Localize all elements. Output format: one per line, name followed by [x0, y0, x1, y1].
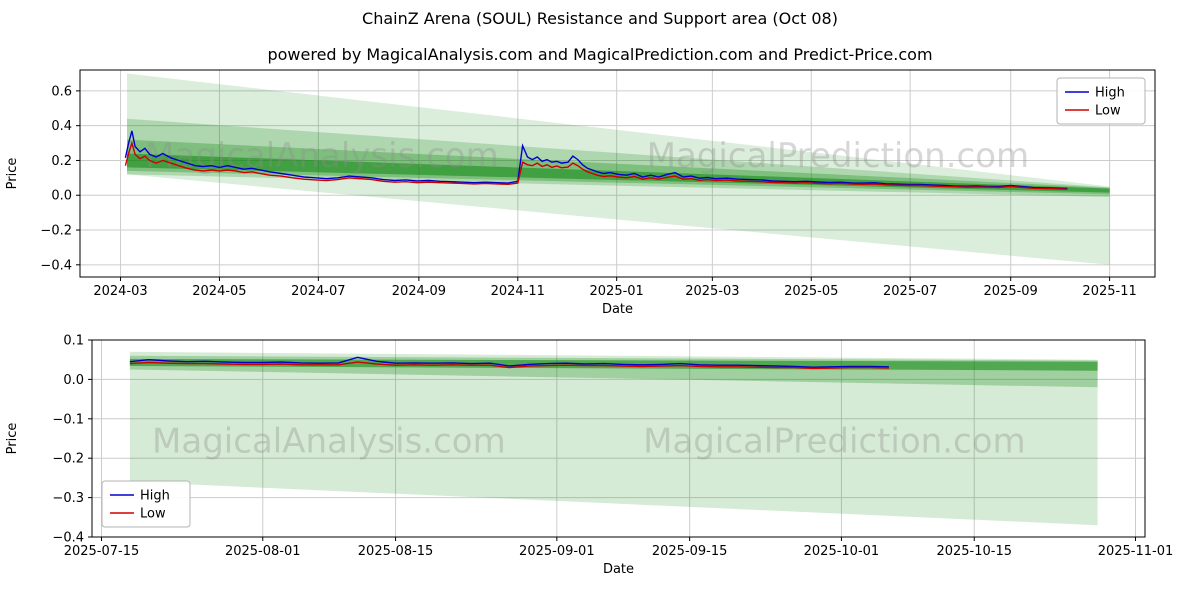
x-tick-label: 2025-10-15: [936, 544, 1012, 559]
y-axis-label: Price: [5, 423, 20, 455]
y-tick-label: −0.2: [52, 452, 84, 467]
figure-subtitle: powered by MagicalAnalysis.com and Magic…: [267, 45, 933, 64]
high-line: [129, 356, 889, 368]
x-tick-label: 2025-07-15: [64, 544, 140, 559]
figure-title: ChainZ Arena (SOUL) Resistance and Suppo…: [362, 9, 838, 28]
high-line: [124, 130, 1068, 190]
legend-label: Low: [140, 507, 166, 522]
bottom-price-chart: MagicalAnalysis.com MagicalPrediction.com…: [5, 334, 1173, 578]
x-tick-label: 2024-11: [491, 284, 545, 299]
legend-label: Low: [1095, 104, 1121, 119]
x-tick-label: 2024-09: [392, 284, 446, 299]
top-price-chart: MagicalAnalysis.com MagicalPrediction.com…: [5, 69, 1156, 317]
x-tick-label: 2025-01: [590, 284, 644, 299]
watermarks: MagicalAnalysis.com MagicalPrediction.com: [145, 136, 1029, 176]
legend-label: High: [1095, 86, 1125, 101]
legend-box: [1056, 77, 1146, 125]
x-tick-label: 2025-07: [883, 284, 937, 299]
price-lines: [129, 356, 889, 370]
axes: 2025-07-15 2025-08-01 2025-08-15 2025-09-01…: [5, 334, 1173, 578]
y-tick-label: 0.1: [63, 334, 84, 349]
y-tick-label: −0.2: [40, 224, 72, 239]
x-tick-label: 2025-03: [685, 284, 739, 299]
legend: High Low: [101, 480, 191, 528]
legend-box: [101, 480, 191, 528]
y-tick-label: 0.4: [51, 119, 72, 134]
outer-support-area: [129, 351, 1098, 526]
y-tick-label: 0.0: [51, 189, 72, 204]
y-tick-label: −0.4: [52, 531, 84, 546]
x-axis-label: Date: [603, 562, 634, 577]
watermark-text: MagicalPrediction.com: [647, 136, 1030, 176]
low-line: [129, 361, 889, 370]
x-axis-label: Date: [602, 302, 633, 317]
x-tick-label: 2025-08-01: [225, 544, 301, 559]
x-tick-label: 2024-05: [192, 284, 246, 299]
x-tick-label: 2025-05: [784, 284, 838, 299]
legend-label: High: [140, 489, 170, 504]
mid-area: [127, 139, 1110, 195]
watermark-text: MagicalAnalysis.com: [145, 136, 499, 176]
plot-border: [91, 339, 1146, 538]
x-tick-label: 2025-09-15: [652, 544, 728, 559]
y-tick-label: −0.4: [40, 258, 72, 273]
y-tick-label: −0.1: [52, 412, 84, 427]
x-tick-label: 2025-10-01: [804, 544, 880, 559]
y-tick-label: −0.3: [52, 491, 84, 506]
x-tick-label: 2025-11-01: [1098, 544, 1174, 559]
axes: 2024-03 2024-05 2024-07 2024-09 2024-11 2025-…: [5, 84, 1137, 317]
y-tick-label: 0.2: [51, 154, 72, 169]
plot-border: [79, 69, 1156, 278]
legend: High Low: [1056, 77, 1146, 125]
watermarks: MagicalAnalysis.com MagicalPrediction.com: [152, 421, 1026, 461]
price-lines: [124, 130, 1068, 190]
x-tick-label: 2025-08-15: [358, 544, 434, 559]
x-tick-label: 2025-09: [984, 284, 1038, 299]
outer-support-resistance-area: [127, 73, 1110, 265]
x-tick-label: 2025-11: [1082, 284, 1136, 299]
watermark-text: MagicalPrediction.com: [643, 421, 1026, 461]
low-line: [124, 140, 1068, 190]
x-tick-label: 2024-03: [93, 284, 147, 299]
x-tick-label: 2024-07: [291, 284, 345, 299]
y-tick-label: 0.6: [51, 84, 72, 99]
watermark-text: MagicalAnalysis.com: [152, 421, 506, 461]
x-tick-label: 2025-09-01: [519, 544, 595, 559]
y-axis-label: Price: [5, 158, 20, 190]
y-tick-label: 0.0: [63, 373, 84, 388]
